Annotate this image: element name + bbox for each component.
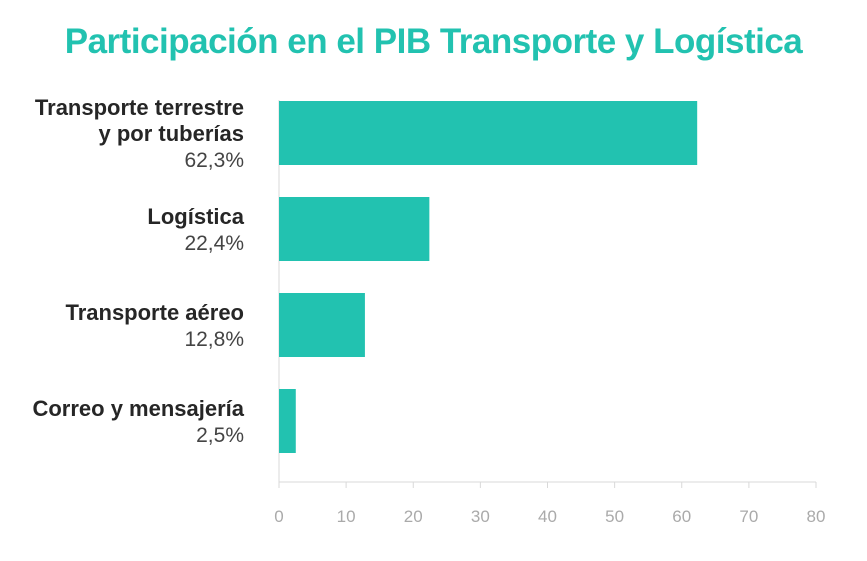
category-label: Logística: [147, 204, 244, 229]
value-label: 2,5%: [196, 424, 244, 447]
category-label: Transporte terrestre: [35, 95, 244, 120]
bar: [279, 197, 430, 261]
bar: [279, 101, 698, 165]
bars: [279, 101, 698, 453]
x-tick-label: 50: [605, 507, 624, 526]
value-label: 22,4%: [184, 232, 244, 255]
x-tick-label: 80: [807, 507, 826, 526]
x-tick-label: 40: [538, 507, 557, 526]
value-label: 12,8%: [184, 328, 244, 351]
x-tick-label: 30: [471, 507, 490, 526]
x-tick-label: 20: [404, 507, 423, 526]
category-label: Correo y mensajería: [32, 396, 244, 421]
value-label: 62,3%: [184, 149, 244, 172]
bar: [279, 389, 296, 453]
x-tick-label: 10: [337, 507, 356, 526]
category-label: Transporte aéreo: [65, 300, 244, 325]
x-tick-label: 0: [274, 507, 283, 526]
chart-title: Participación en el PIB Transporte y Log…: [64, 22, 803, 61]
category-label: y por tuberías: [99, 121, 244, 146]
x-tick-label: 70: [739, 507, 758, 526]
x-tick-label: 60: [672, 507, 691, 526]
bar: [279, 293, 365, 357]
x-tick-labels: 0 10 20 30 40 50 60 70 80: [274, 507, 825, 526]
